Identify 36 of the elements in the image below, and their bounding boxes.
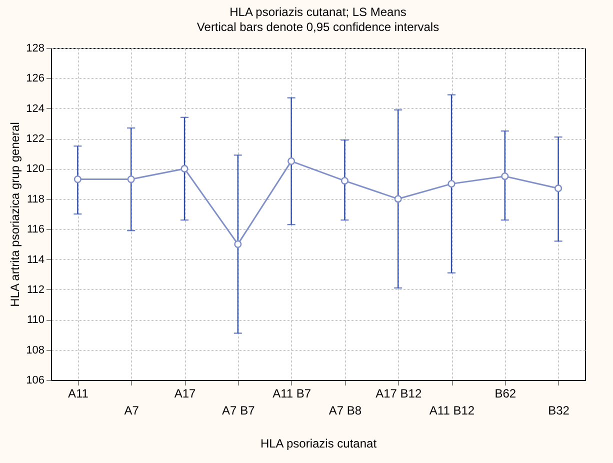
x-tick-label: A7 B8 bbox=[328, 404, 362, 418]
x-axis-title: HLA psoriazis cutanat bbox=[260, 436, 378, 450]
point bbox=[501, 172, 509, 180]
point bbox=[74, 175, 82, 184]
point bbox=[340, 176, 349, 185]
chart-title: HLA psoriazis cutanat; LS Means bbox=[230, 5, 406, 19]
point bbox=[234, 240, 242, 248]
y-tick-label: 124 bbox=[26, 102, 44, 115]
x-tick-label: B32 bbox=[548, 404, 570, 418]
y-axis-title: HLA artrita psoriazica grup general bbox=[8, 122, 22, 307]
x-tick-label: A11 B7 bbox=[272, 386, 312, 400]
point bbox=[287, 157, 296, 165]
point bbox=[180, 164, 188, 173]
x-tick-label: A17 bbox=[174, 386, 196, 400]
y-tick-label: 114 bbox=[26, 254, 44, 266]
y-tick-label: 128 bbox=[26, 42, 44, 54]
point bbox=[554, 184, 562, 192]
y-tick-label: 116 bbox=[26, 224, 44, 236]
y-tick-label: 122 bbox=[26, 133, 44, 146]
y-tick-label: 112 bbox=[26, 284, 44, 296]
y-tick-label: 120 bbox=[26, 163, 44, 176]
y-tick-label: 108 bbox=[26, 344, 44, 356]
x-tick-label: A17 B12 bbox=[376, 386, 422, 400]
x-tick-label: B62 bbox=[494, 386, 516, 400]
point bbox=[394, 195, 402, 203]
y-tick-label: 126 bbox=[26, 72, 44, 85]
x-tick-label: A11 B12 bbox=[429, 404, 475, 418]
x-tick-label: A7 bbox=[124, 404, 140, 418]
point bbox=[127, 175, 135, 184]
chart-subtitle: Vertical bars denote 0,95 confidence intervals bbox=[196, 20, 440, 34]
point bbox=[448, 180, 456, 188]
x-tick-label: A7 B7 bbox=[222, 404, 256, 418]
x-tick-label: A11 bbox=[68, 386, 89, 400]
y-tick-label: 118 bbox=[26, 193, 44, 206]
y-tick-label: 106 bbox=[26, 374, 44, 386]
y-tick-label: 110 bbox=[26, 314, 44, 326]
